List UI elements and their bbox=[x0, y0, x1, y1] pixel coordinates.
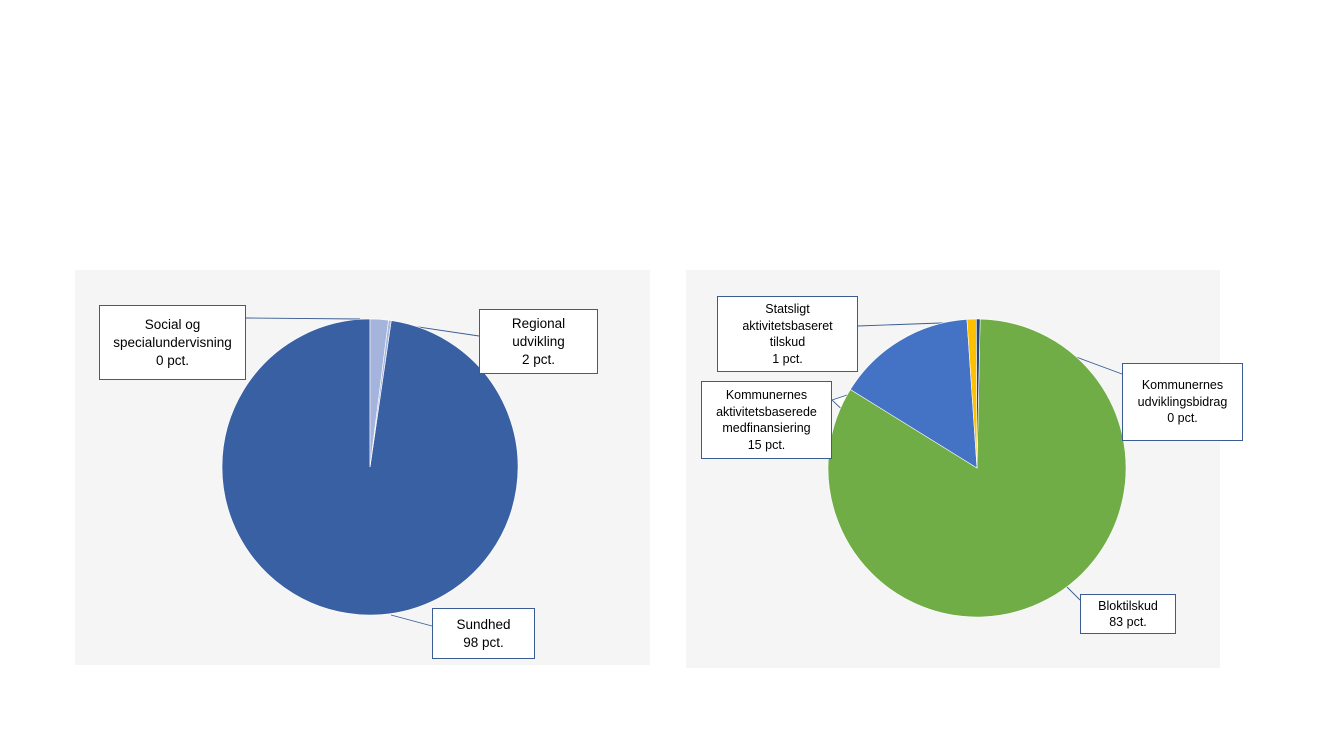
data-label-udviklingsbidrag: Kommunernes udviklingsbidrag 0 pct. bbox=[1122, 363, 1243, 441]
data-label-sundhed-line1: Sundhed bbox=[456, 616, 511, 632]
data-label-udviklingsbidrag-line2: udviklingsbidrag bbox=[1137, 394, 1228, 409]
pie-chart-municipal-funding: Statsligt aktivitetsbaseret tilskud 1 pc… bbox=[686, 270, 1243, 668]
data-label-regional-line2: udvikling bbox=[512, 333, 565, 349]
pie-slice-kommunernes bbox=[976, 318, 981, 469]
leader-line-sundhed bbox=[390, 614, 433, 627]
data-label-medfinansiering-line1: Kommunernes bbox=[725, 388, 808, 402]
data-label-udviklingsbidrag-line1: Kommunernes bbox=[1141, 378, 1224, 393]
data-label-social-line1: Social og bbox=[144, 316, 201, 332]
pie-chart-canvas bbox=[827, 318, 1127, 618]
pie-slice-regional bbox=[369, 318, 389, 468]
data-label-statsligt: Statsligt aktivitetsbaseret tilskud 1 pc… bbox=[717, 296, 858, 372]
data-label-regional-value: 2 pct. bbox=[521, 351, 556, 367]
data-label-udviklingsbidrag-value: 0 pct. bbox=[1167, 411, 1198, 426]
data-label-social: Social og specialundervisning 0 pct. bbox=[99, 305, 246, 380]
data-label-regional: Regional udvikling 2 pct. bbox=[479, 309, 598, 374]
pie-chart-regional-funding: Social og specialundervisning 0 pct. Reg… bbox=[75, 270, 650, 665]
data-label-regional-line1: Regional bbox=[511, 315, 566, 331]
data-label-medfinansiering-line2: aktivitetsbaserede bbox=[716, 404, 817, 419]
leader-line-social bbox=[245, 317, 361, 320]
data-label-medfinansiering-line3: medfinansiering bbox=[722, 421, 811, 435]
data-label-medfinansiering-value: 15 pct. bbox=[747, 437, 786, 452]
data-label-statsligt-value: 1 pct. bbox=[772, 351, 803, 366]
data-label-medfinansiering: Kommunernes aktivitetsbaserede medfinans… bbox=[701, 381, 832, 459]
data-label-bloktilskud-value: 83 pct. bbox=[1109, 615, 1147, 629]
data-label-bloktilskud-line1: Bloktilskud bbox=[1098, 598, 1158, 613]
data-label-sundhed: Sundhed 98 pct. bbox=[432, 608, 535, 659]
data-label-statsligt-line3: tilskud bbox=[769, 335, 806, 349]
pie-slice-kommunernes bbox=[849, 319, 978, 469]
pie-chart-canvas bbox=[221, 317, 519, 627]
data-label-sundhed-value: 98 pct. bbox=[463, 634, 504, 650]
data-label-social-line2: specialundervisning bbox=[113, 334, 232, 350]
data-label-statsligt-line2: aktivitetsbaseret bbox=[742, 318, 833, 333]
data-label-bloktilskud: Bloktilskud 83 pct. bbox=[1080, 594, 1176, 634]
data-label-statsligt-line1: Statsligt bbox=[765, 302, 810, 316]
leader-line-bloktilskud bbox=[1065, 585, 1081, 601]
data-label-social-value: 0 pct. bbox=[155, 352, 190, 368]
